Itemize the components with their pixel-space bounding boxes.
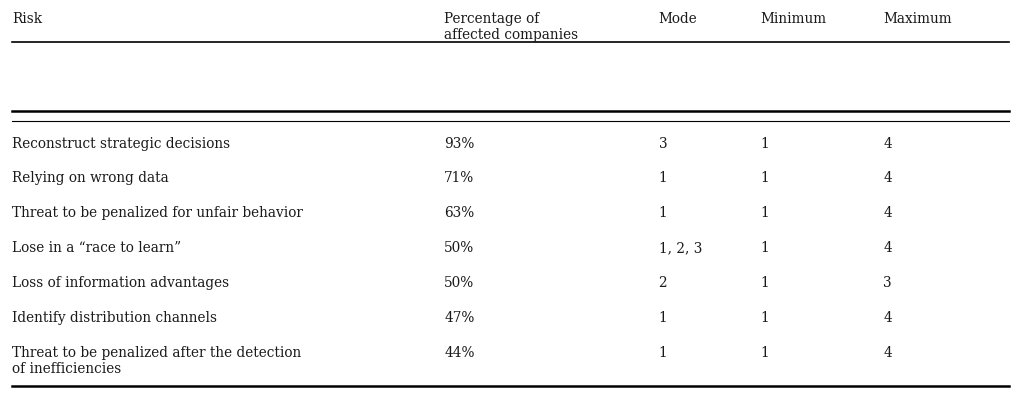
Text: 44%: 44% — [444, 346, 475, 360]
Text: 4: 4 — [883, 346, 892, 360]
Text: 1: 1 — [761, 276, 769, 290]
Text: Mode: Mode — [659, 12, 697, 26]
Text: 1, 2, 3: 1, 2, 3 — [659, 241, 701, 255]
Text: 1: 1 — [659, 206, 667, 220]
Text: Relying on wrong data: Relying on wrong data — [12, 171, 169, 185]
Text: 4: 4 — [883, 311, 892, 325]
Text: 2: 2 — [659, 276, 667, 290]
Text: Minimum: Minimum — [761, 12, 827, 26]
Text: Loss of information advantages: Loss of information advantages — [12, 276, 230, 290]
Text: 50%: 50% — [444, 241, 475, 255]
Text: Threat to be penalized for unfair behavior: Threat to be penalized for unfair behavi… — [12, 206, 303, 220]
Text: 1: 1 — [659, 171, 667, 185]
Text: Reconstruct strategic decisions: Reconstruct strategic decisions — [12, 137, 231, 150]
Text: Risk: Risk — [12, 12, 43, 26]
Text: 1: 1 — [761, 311, 769, 325]
Text: Lose in a “race to learn”: Lose in a “race to learn” — [12, 241, 182, 255]
Text: 71%: 71% — [444, 171, 475, 185]
Text: 4: 4 — [883, 171, 892, 185]
Text: Maximum: Maximum — [883, 12, 952, 26]
Text: 47%: 47% — [444, 311, 475, 325]
Text: 4: 4 — [883, 206, 892, 220]
Text: 63%: 63% — [444, 206, 475, 220]
Text: Identify distribution channels: Identify distribution channels — [12, 311, 217, 325]
Text: Percentage of
affected companies: Percentage of affected companies — [444, 12, 578, 42]
Text: 4: 4 — [883, 137, 892, 150]
Text: 1: 1 — [659, 346, 667, 360]
Text: 93%: 93% — [444, 137, 475, 150]
Text: 50%: 50% — [444, 276, 475, 290]
Text: 1: 1 — [761, 206, 769, 220]
Text: 3: 3 — [883, 276, 891, 290]
Text: 4: 4 — [883, 241, 892, 255]
Text: 1: 1 — [761, 171, 769, 185]
Text: 1: 1 — [761, 241, 769, 255]
Text: Threat to be penalized after the detection
of inefficiencies: Threat to be penalized after the detecti… — [12, 346, 301, 376]
Text: 3: 3 — [659, 137, 667, 150]
Text: 1: 1 — [761, 346, 769, 360]
Text: 1: 1 — [659, 311, 667, 325]
Text: 1: 1 — [761, 137, 769, 150]
